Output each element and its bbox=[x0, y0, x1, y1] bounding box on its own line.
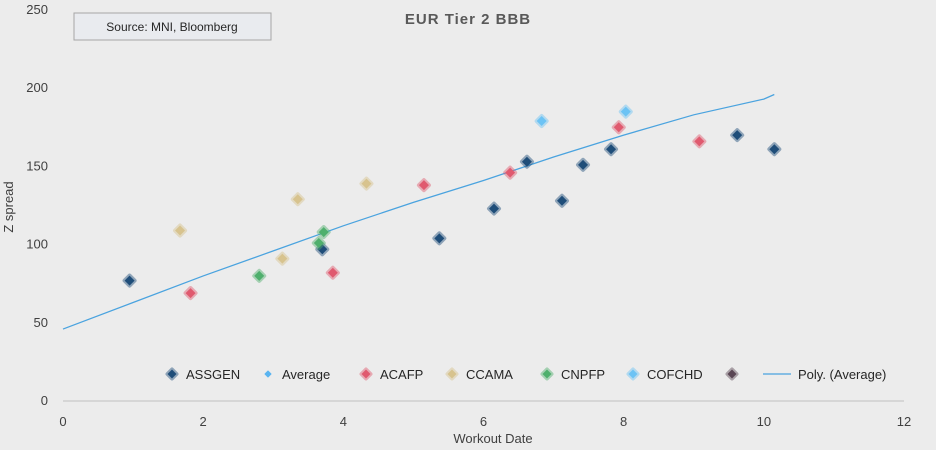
legend-marker-average bbox=[264, 370, 272, 378]
data-point-assgen bbox=[730, 128, 745, 143]
data-point-assgen bbox=[554, 193, 569, 208]
data-point-assgen bbox=[487, 201, 502, 216]
x-tick-label: 4 bbox=[340, 414, 347, 429]
legend-marker-ccama bbox=[445, 367, 459, 381]
data-point-cnpfp bbox=[316, 225, 331, 240]
data-point-acafp bbox=[183, 286, 198, 301]
data-point-acafp bbox=[503, 165, 518, 180]
x-tick-label: 2 bbox=[200, 414, 207, 429]
data-point-acafp bbox=[611, 120, 626, 135]
legend-marker-unnamed bbox=[725, 367, 739, 381]
data-point-cnpfp bbox=[252, 268, 267, 283]
chart-title: EUR Tier 2 BBB bbox=[405, 11, 531, 28]
legend-label-assgen: ASSGEN bbox=[186, 367, 240, 382]
data-point-cofchd bbox=[618, 104, 633, 119]
data-point-assgen bbox=[122, 273, 137, 288]
data-point-cofchd bbox=[534, 114, 549, 129]
data-point-assgen bbox=[432, 231, 447, 246]
y-tick-label: 50 bbox=[34, 315, 48, 330]
legend: ASSGEN Average ACAFP CCAMA CNPFP COFCHD Poly. … bbox=[165, 367, 886, 382]
source-note: Source: MNI, Bloomberg bbox=[106, 20, 237, 34]
data-point-acafp bbox=[692, 134, 707, 149]
data-point-assgen bbox=[576, 157, 591, 172]
legend-marker-assgen bbox=[165, 367, 179, 381]
source-box: Source: MNI, Bloomberg bbox=[73, 12, 272, 41]
data-point-ccama bbox=[290, 192, 305, 207]
data-point-acafp bbox=[416, 178, 431, 193]
data-point-assgen bbox=[519, 154, 534, 169]
y-tick-label: 150 bbox=[26, 158, 48, 173]
y-tick-label: 200 bbox=[26, 80, 48, 95]
x-tick-label: 0 bbox=[59, 414, 66, 429]
data-points-layer bbox=[122, 104, 782, 301]
data-point-ccama bbox=[275, 251, 290, 266]
data-point-assgen bbox=[604, 142, 619, 157]
x-axis-ticks: 0 2 4 6 8 10 12 bbox=[59, 414, 911, 429]
y-tick-label: 250 bbox=[26, 2, 48, 17]
data-point-assgen bbox=[767, 142, 782, 157]
x-tick-label: 8 bbox=[620, 414, 627, 429]
x-axis-title: Workout Date bbox=[453, 431, 532, 446]
data-point-ccama bbox=[359, 176, 374, 191]
x-tick-label: 10 bbox=[757, 414, 771, 429]
x-tick-label: 6 bbox=[480, 414, 487, 429]
data-point-ccama bbox=[173, 223, 188, 238]
legend-label-trendline: Poly. (Average) bbox=[798, 367, 886, 382]
legend-marker-acafp bbox=[359, 367, 373, 381]
legend-marker-cofchd bbox=[626, 367, 640, 381]
y-tick-label: 0 bbox=[41, 393, 48, 408]
legend-label-acafp: ACAFP bbox=[380, 367, 423, 382]
data-point-cnpfp bbox=[311, 236, 326, 251]
legend-label-average: Average bbox=[282, 367, 330, 382]
trendline-layer bbox=[62, 93, 775, 330]
y-axis-ticks: 0 50 100 150 200 250 bbox=[26, 2, 48, 408]
legend-label-cnpfp: CNPFP bbox=[561, 367, 605, 382]
source-box-frame bbox=[73, 12, 272, 41]
trendline bbox=[62, 93, 775, 330]
y-tick-label: 100 bbox=[26, 237, 48, 252]
x-tick-label: 12 bbox=[897, 414, 911, 429]
legend-label-cofchd: COFCHD bbox=[647, 367, 703, 382]
y-axis-title: Z spread bbox=[1, 181, 16, 232]
legend-label-ccama: CCAMA bbox=[466, 367, 513, 382]
data-point-acafp bbox=[325, 265, 340, 280]
legend-marker-cnpfp bbox=[540, 367, 554, 381]
